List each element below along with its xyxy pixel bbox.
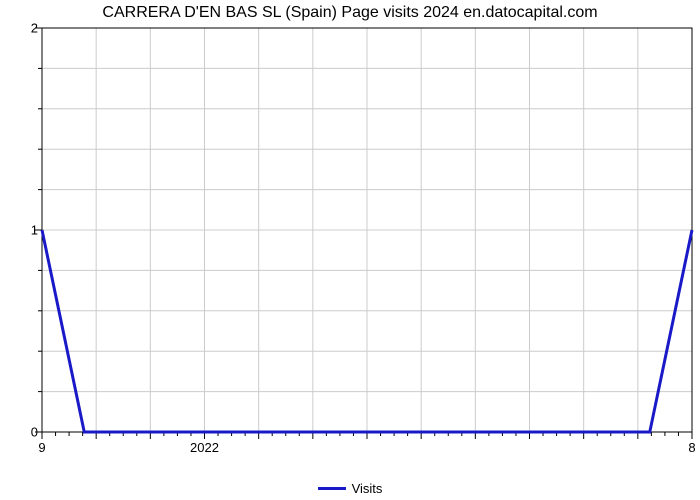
chart-legend: Visits (0, 480, 700, 496)
y-tick-label: 2 (8, 21, 38, 36)
y-tick-label: 0 (8, 425, 38, 440)
chart-container: { "chart": { "type": "line", "title": "C… (0, 0, 700, 500)
x-center-label: 2022 (190, 440, 219, 455)
chart-plot (0, 0, 700, 500)
x-right-label: 8 (688, 440, 695, 455)
y-tick-label: 1 (8, 223, 38, 238)
legend-swatch (318, 487, 346, 490)
x-left-label: 9 (38, 440, 45, 455)
legend-label: Visits (352, 481, 383, 496)
